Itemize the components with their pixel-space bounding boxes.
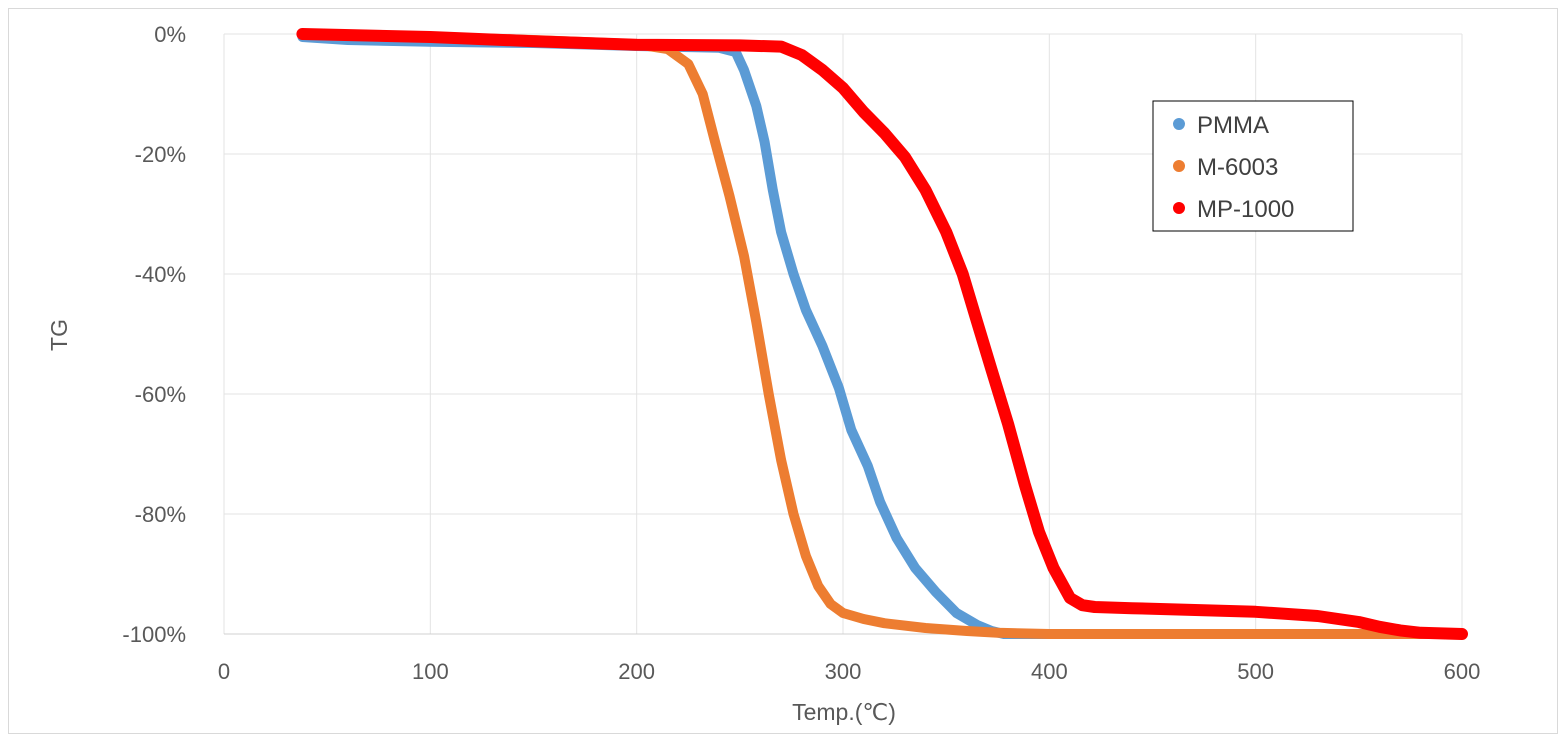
chart-area: 0 100 200 300 400 500 600 0% -20% -40% -60% -80% -10… [8,8,1558,734]
legend-label-pmma: PMMA [1197,112,1269,139]
y-axis-title: TG [46,319,72,351]
tg-chart: 0 100 200 300 400 500 600 0% -20% -40% -60% -80% -10… [46,22,1480,725]
legend-label-m-6003: M-6003 [1197,154,1278,181]
y-tick-label: -80% [135,502,186,527]
x-tick-label: 100 [412,659,449,684]
y-tick-label: -100% [122,622,186,647]
x-tick-label: 200 [618,659,655,684]
legend-box [1152,100,1354,232]
x-axis-title: Temp.(℃) [792,699,896,725]
series-line-m-6003 [297,29,1467,639]
x-tick-label: 0 [218,659,230,684]
y-tick-label: -40% [135,262,186,287]
y-tick-label: -60% [135,382,186,407]
x-tick-label: 500 [1237,659,1274,684]
series-lines [296,28,1468,640]
series-line-mp-1000 [296,28,1468,640]
legend-marker-m-6003 [1173,160,1185,172]
legend-label-mp-1000: MP-1000 [1197,196,1294,223]
tick-labels: 0 100 200 300 400 500 600 0% -20% -40% -60% -80% -10… [122,22,1480,684]
y-tick-label: -20% [135,142,186,167]
x-tick-label: 300 [825,659,862,684]
x-tick-label: 600 [1444,659,1481,684]
legend-marker-mp-1000 [1173,202,1185,214]
x-tick-label: 400 [1031,659,1068,684]
y-tick-label: 0% [154,22,186,47]
legend-marker-pmma [1173,118,1185,130]
legend: PMMA M-6003 MP-1000 [1152,100,1354,232]
